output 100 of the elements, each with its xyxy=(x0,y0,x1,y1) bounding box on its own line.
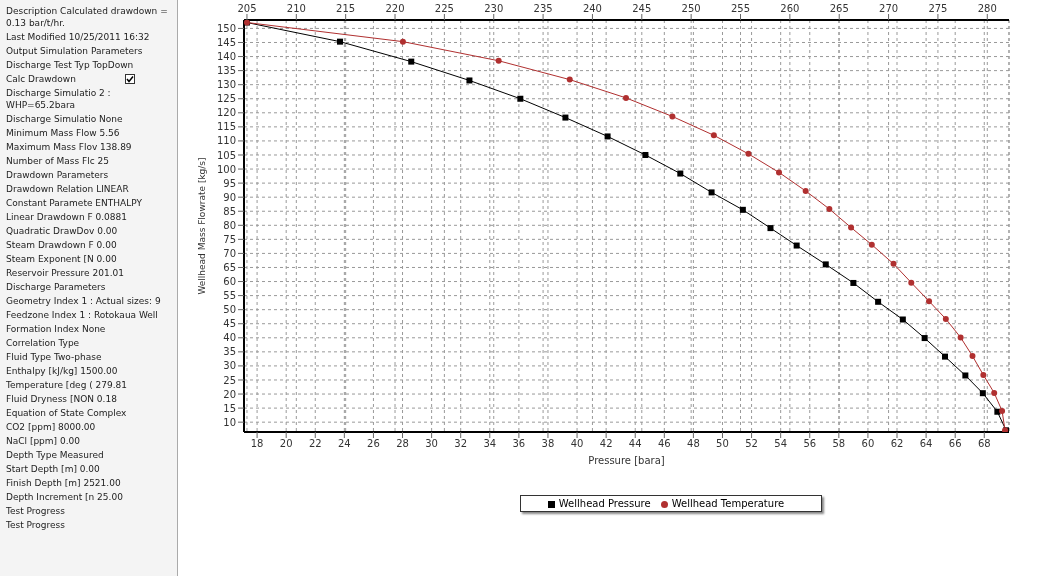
y-tick-label: 55 xyxy=(223,290,236,302)
x-tick-label: 52 xyxy=(745,438,758,450)
y-tick-label: 145 xyxy=(216,37,236,49)
y-tick-label: 45 xyxy=(223,318,236,330)
y-tick-label: 120 xyxy=(216,107,236,119)
x-tick-label: 62 xyxy=(890,438,904,450)
x-tick-label: 46 xyxy=(657,438,671,450)
y-tick-label: 115 xyxy=(216,121,236,133)
text: Drawdown Relation LINEAR xyxy=(6,184,129,194)
x-tick-label: 60 xyxy=(861,438,875,450)
text: Calc Drawdown xyxy=(6,74,76,84)
y-tick-label: 75 xyxy=(223,233,236,245)
y-tick-label: 150 xyxy=(216,22,236,34)
x2-tick-label: 265 xyxy=(829,3,849,14)
text: Maximum Mass Flov 138.89 xyxy=(6,142,132,152)
legend-label: Wellhead Temperature xyxy=(671,498,785,509)
point xyxy=(850,279,857,286)
y-tick-label: 15 xyxy=(223,402,236,414)
point xyxy=(517,95,524,102)
x2-tick-label: 280 xyxy=(977,3,997,14)
x-tick-label: 64 xyxy=(919,438,933,450)
x2-tick-label: 230 xyxy=(484,3,504,14)
point xyxy=(767,225,774,232)
point xyxy=(899,316,906,323)
x-tick-label: 26 xyxy=(367,438,380,450)
y-tick-label: 140 xyxy=(216,51,236,63)
x2-tick-label: 275 xyxy=(928,3,948,14)
text: Discharge Simulatio 2 : WHP=65.2bara xyxy=(6,88,111,110)
x-tick-label: 20 xyxy=(279,438,293,450)
text: Description Calculated drawdown = 0.13 bar/t/hr. xyxy=(6,6,168,28)
text: Enthalpy [kJ/kg] 1500.00 xyxy=(6,366,118,376)
text: Fluid Type Two-phase xyxy=(6,352,102,362)
y-tick-label: 90 xyxy=(223,191,236,203)
text: Linear Drawdown F 0.0881 xyxy=(6,212,128,222)
y-tick-label: 80 xyxy=(223,219,236,231)
y-tick-label: 110 xyxy=(216,135,236,147)
point xyxy=(979,390,986,397)
y-tick-label: 130 xyxy=(216,79,236,91)
x2-tick-label: 240 xyxy=(582,3,602,14)
x2-tick-label: 210 xyxy=(286,3,306,14)
text: Equation of State Complex xyxy=(6,408,127,418)
point xyxy=(962,372,969,379)
x-axis-title: Pressure [bara] xyxy=(588,455,665,466)
text: Start Depth [m] 0.00 xyxy=(6,464,100,474)
text: Steam Drawdown F 0.00 xyxy=(6,240,117,250)
text: Output Simulation Parameters xyxy=(6,46,143,56)
x-tick-label: 36 xyxy=(512,438,526,450)
x-tick-label: 68 xyxy=(977,438,991,450)
text: Drawdown Parameters xyxy=(6,170,109,180)
x2-tick-label: 245 xyxy=(632,3,652,14)
point xyxy=(875,298,882,305)
text: Constant Paramete ENTHALPY xyxy=(6,198,142,208)
x2-tick-label: 235 xyxy=(533,3,553,14)
point xyxy=(562,114,569,121)
x-tick-label: 42 xyxy=(599,438,613,450)
text: Discharge Simulatio None xyxy=(6,114,123,124)
point xyxy=(921,335,928,342)
text: Discharge Test Typ TopDown xyxy=(6,60,134,70)
x-tick-label: 22 xyxy=(308,438,322,450)
x2-tick-label: 270 xyxy=(879,3,899,14)
x2-tick-label: 215 xyxy=(336,3,356,14)
text: Test Progress xyxy=(6,506,65,516)
x-tick-label: 54 xyxy=(774,438,788,450)
y-tick-label: 25 xyxy=(223,374,236,386)
text: Reservoir Pressure 201.01 xyxy=(6,268,124,278)
y-tick-label: 135 xyxy=(216,65,236,77)
y-tick-label: 85 xyxy=(223,205,236,217)
y-tick-label: 40 xyxy=(223,332,236,344)
text: Quadratic DrawDov 0.00 xyxy=(6,226,118,236)
y-tick-label: 30 xyxy=(223,360,236,372)
y-tick-label: 95 xyxy=(223,177,236,189)
text: Last Modified 10/25/2011 16:32 xyxy=(6,32,150,42)
point xyxy=(708,189,715,196)
point xyxy=(677,170,684,177)
x-tick-label: 18 xyxy=(250,438,264,450)
y-tick-label: 20 xyxy=(223,388,236,400)
y-axis-title: Wellhead Mass Flowrate [kg/s] xyxy=(197,157,208,295)
text: Finish Depth [m] 2521.00 xyxy=(6,478,121,488)
x2-tick-label: 255 xyxy=(730,3,751,14)
x-tick-label: 58 xyxy=(832,438,846,450)
point xyxy=(739,206,746,213)
x-tick-label: 66 xyxy=(948,438,962,450)
text: Discharge Parameters xyxy=(6,282,106,292)
text: Depth Type Measured xyxy=(6,450,104,460)
x-tick-label: 24 xyxy=(337,438,351,450)
text: Temperature [deg ( 279.81 xyxy=(6,380,128,390)
x-tick-label: 30 xyxy=(425,438,438,450)
x-tick-label: 48 xyxy=(687,438,700,450)
y-tick-label: 105 xyxy=(216,149,236,161)
y-tick-label: 125 xyxy=(216,93,236,105)
point xyxy=(604,133,611,140)
x-tick-label: 38 xyxy=(541,438,555,450)
text: NaCl [ppm] 0.00 xyxy=(6,436,81,446)
point xyxy=(408,58,415,65)
x-tick-label: 34 xyxy=(483,438,497,450)
text: Depth Increment [n 25.00 xyxy=(6,492,123,502)
x-tick-label: 50 xyxy=(716,438,729,450)
point xyxy=(642,151,649,158)
text: Feedzone Index 1 : Rotokaua Well xyxy=(6,310,158,320)
point xyxy=(466,77,473,84)
